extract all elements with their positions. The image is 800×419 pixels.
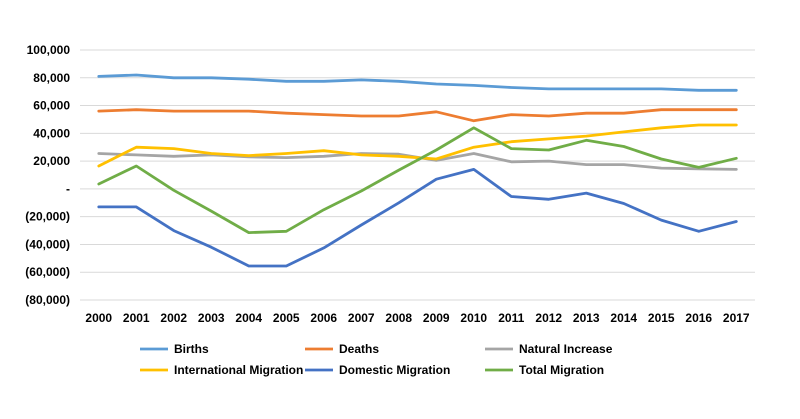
series-line-births: [97, 73, 738, 92]
x-tick-label: 2004: [235, 311, 262, 325]
x-tick-label: 2007: [348, 311, 375, 325]
x-tick-label: 2017: [723, 311, 750, 325]
x-axis-tick-labels: 2000 2001 2002 2003 2004 2005 2006 2007 2008 2009…: [85, 311, 750, 325]
x-tick-label: 2000: [85, 311, 112, 325]
y-tick-label: 20,000: [33, 154, 70, 168]
x-tick-label: 2013: [573, 311, 600, 325]
x-tick-label: 2014: [610, 311, 637, 325]
y-tick-label: (40,000): [25, 237, 70, 251]
x-tick-label: 2009: [423, 311, 450, 325]
y-tick-label: -: [66, 182, 70, 196]
y-axis-tick-labels: 100,000 80,000 60,000 40,000 20,000 - (20,000)…: [25, 43, 70, 307]
series-lines: [97, 73, 738, 268]
legend-label-births: Births: [174, 342, 209, 356]
x-tick-label: 2012: [535, 311, 562, 325]
y-tick-label: 100,000: [27, 43, 71, 57]
y-tick-label: (80,000): [25, 293, 70, 307]
y-tick-label: 80,000: [33, 71, 70, 85]
x-tick-label: 2006: [310, 311, 337, 325]
x-tick-label: 2008: [385, 311, 412, 325]
series-line-deaths: [97, 108, 738, 123]
y-tick-label: 60,000: [33, 99, 70, 113]
legend-label-domestic-migration: Domestic Migration: [339, 363, 450, 377]
legend-label-deaths: Deaths: [339, 342, 379, 356]
y-tick-label: 40,000: [33, 126, 70, 140]
y-tick-label: (60,000): [25, 265, 70, 279]
x-tick-label: 2001: [123, 311, 150, 325]
series-line-domestic-migration: [97, 167, 738, 268]
x-tick-label: 2011: [498, 311, 524, 325]
series-line-international-migration: [97, 123, 738, 168]
series-line-total-migration: [97, 126, 738, 235]
legend-label-international-migration: International Migration: [174, 363, 303, 377]
legend-label-natural-increase: Natural Increase: [519, 342, 613, 356]
x-tick-label: 2015: [648, 311, 675, 325]
legend-label-total-migration: Total Migration: [519, 363, 604, 377]
x-tick-label: 2003: [198, 311, 225, 325]
x-tick-label: 2002: [160, 311, 187, 325]
x-tick-label: 2010: [460, 311, 487, 325]
legend: Births Deaths Natural Increase Internationa…: [140, 342, 613, 377]
y-tick-label: (20,000): [25, 210, 70, 224]
x-tick-label: 2016: [685, 311, 712, 325]
x-tick-label: 2005: [273, 311, 300, 325]
